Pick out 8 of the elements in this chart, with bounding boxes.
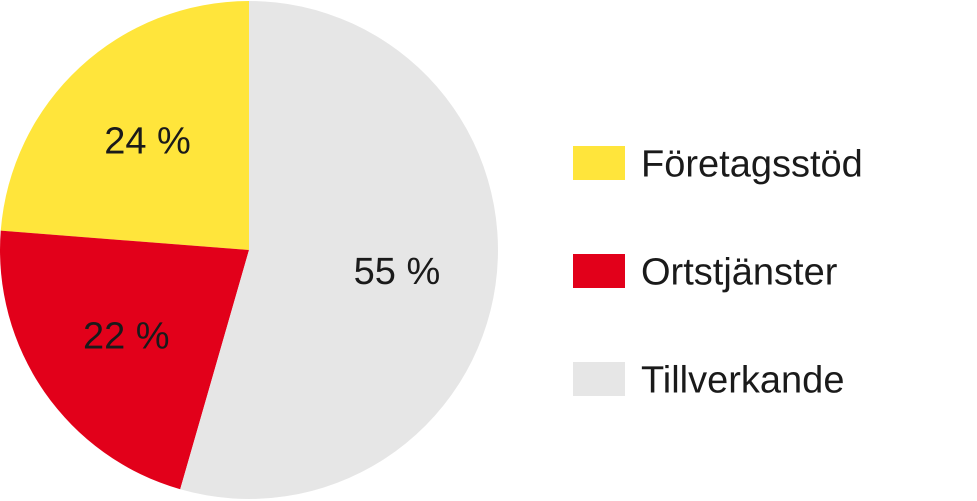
data-label: 24 % — [104, 120, 191, 163]
pie-slice — [0, 1, 249, 250]
data-label: 22 % — [82, 315, 170, 358]
data-label: 55 % — [354, 251, 440, 294]
legend-label: Företagsstöd — [641, 143, 863, 186]
legend-label: Ortstjänster — [641, 251, 838, 294]
pie-slice — [0, 230, 249, 490]
legend-label: Tillverkande — [641, 359, 844, 402]
